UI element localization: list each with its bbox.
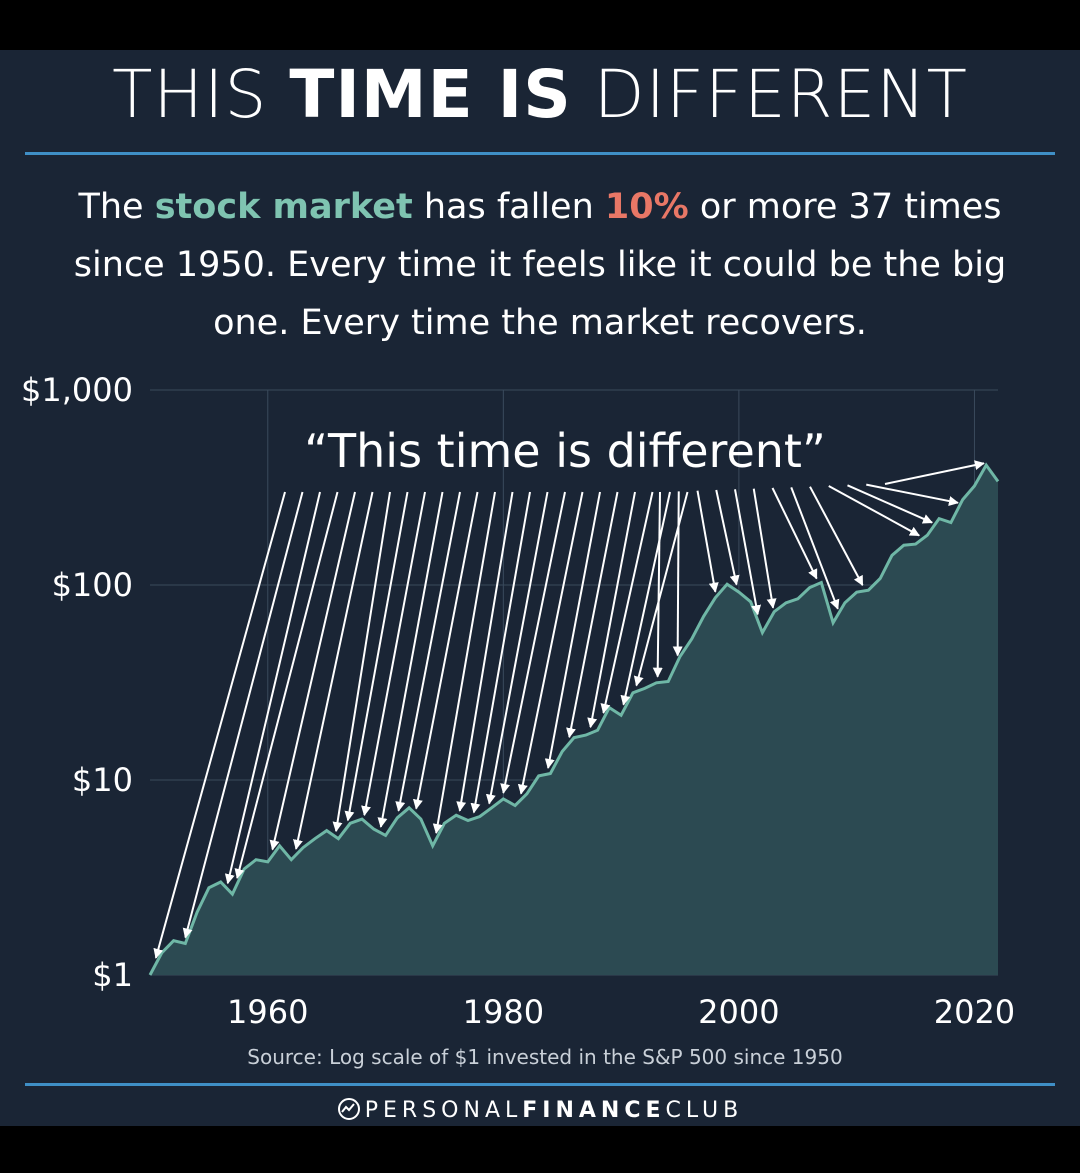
subtitle-text-2: has fallen xyxy=(423,187,594,227)
y-tick-label: $10 xyxy=(72,761,133,799)
annotation-arrow xyxy=(652,491,663,678)
title-this: THIS xyxy=(112,56,268,133)
annotation-arrow xyxy=(293,491,374,850)
annotation-arrow xyxy=(432,491,496,834)
annotation-arrow xyxy=(234,491,339,879)
subtitle-stock-market: stock market xyxy=(154,187,413,227)
annotation-arrow xyxy=(600,491,654,714)
annotation-arrow xyxy=(672,491,683,657)
annotation-arrow xyxy=(828,485,920,537)
annotation-arrow xyxy=(269,491,356,851)
annotation-arrow xyxy=(332,491,391,833)
annotation-arrow xyxy=(344,491,409,822)
y-tick-label: $1 xyxy=(92,956,133,994)
annotation-arrow xyxy=(587,491,636,729)
sp500-chart: $1,000 $100 $10 $1 1960 1980 2000 2020 “This t… xyxy=(21,371,1015,1069)
x-tick-label: 1960 xyxy=(227,993,308,1031)
x-tick-label: 2000 xyxy=(698,993,779,1031)
brand-personal: PERSONAL xyxy=(364,1098,523,1123)
annotation-arrow xyxy=(361,491,426,817)
subtitle-text-1: The xyxy=(78,187,144,227)
annotation-label: “This time is different” xyxy=(304,424,826,478)
x-tick-label: 2020 xyxy=(934,993,1015,1031)
annotation-arrow xyxy=(752,488,777,609)
sp500-area xyxy=(150,465,998,975)
annotation-arrow xyxy=(377,491,444,828)
annotation-arrow xyxy=(182,491,304,939)
subtitle-text-3: or more 37 times since 1950. Every time … xyxy=(73,187,1007,343)
annotation-arrow xyxy=(620,491,671,706)
annotation-arrow xyxy=(809,486,864,587)
title-different: DIFFERENT xyxy=(593,56,968,133)
annotation-arrow xyxy=(500,491,566,794)
brand-club: CLUB xyxy=(665,1098,744,1123)
annotation-arrow xyxy=(847,484,933,524)
subtitle-percent: 10% xyxy=(604,187,689,227)
annotation-arrow xyxy=(470,491,531,814)
subtitle: The stock market has fallen 10% or more … xyxy=(40,178,1040,352)
page-title: THIS TIME IS DIFFERENT xyxy=(0,52,1080,138)
annotation-arrow xyxy=(884,460,985,485)
annotation-arrow xyxy=(517,491,584,795)
chart-logo-icon xyxy=(337,1098,360,1120)
y-tick-label: $1,000 xyxy=(21,371,133,409)
brand-footer: PERSONALFINANCECLUB xyxy=(0,1097,1080,1123)
title-time-is: TIME IS xyxy=(289,56,572,133)
annotation-arrow xyxy=(395,491,461,812)
annotation-arrow xyxy=(566,491,619,739)
annotation-arrow xyxy=(696,490,719,593)
x-tick-label: 1980 xyxy=(463,993,544,1031)
brand-finance: FINANCE xyxy=(522,1098,666,1123)
footer-divider xyxy=(25,1083,1055,1086)
annotation-arrow xyxy=(866,483,959,506)
annotation-arrow xyxy=(224,491,321,885)
y-tick-label: $100 xyxy=(52,566,133,604)
annotation-arrow xyxy=(715,489,740,586)
annotation-arrow xyxy=(485,491,549,805)
annotation-arrow xyxy=(790,486,840,610)
annotation-arrow xyxy=(412,491,479,810)
annotation-arrow xyxy=(734,489,762,616)
title-divider xyxy=(25,152,1055,155)
annotation-arrow xyxy=(153,491,286,959)
source-note: Source: Log scale of $1 invested in the … xyxy=(247,1045,842,1069)
annotation-arrow xyxy=(771,487,818,580)
annotation-arrow xyxy=(456,491,514,812)
annotation-arrow xyxy=(544,491,601,769)
